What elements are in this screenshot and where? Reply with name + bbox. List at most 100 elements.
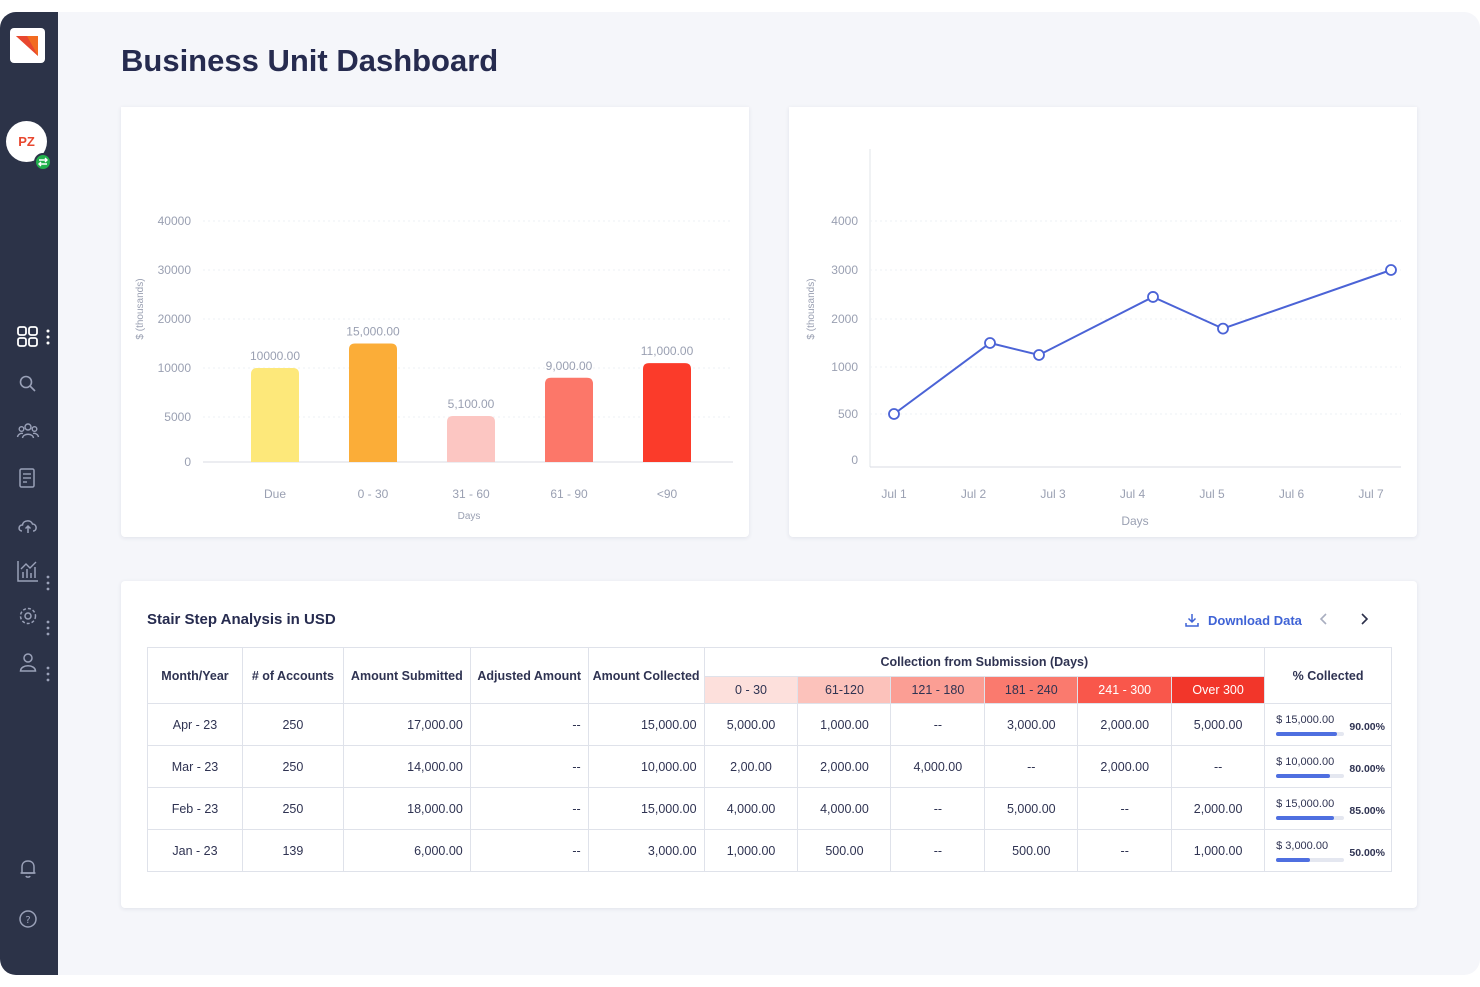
percent-progress-fill [1276, 815, 1334, 820]
dashboard-icon[interactable] [15, 324, 41, 350]
cell-bucket: 3,000.00 [984, 703, 1079, 746]
table-title: Stair Step Analysis in USD [147, 611, 336, 628]
cell-bucket: -- [1171, 745, 1266, 788]
table-row: Jan - 23 139 6,000.00 -- 3,000.00 1,000.00 500… [147, 829, 1392, 872]
analytics-icon[interactable] [15, 558, 41, 584]
cell-accounts: 139 [241, 829, 344, 872]
cell-bucket: 5,000.00 [984, 787, 1079, 830]
cell-bucket: -- [984, 745, 1079, 788]
cell-month: Jan - 23 [147, 829, 243, 872]
y-tick-label: 40000 [158, 214, 192, 228]
bar [545, 377, 593, 462]
y-tick-label: 5000 [164, 410, 191, 424]
y-tick-label: 30000 [158, 263, 192, 277]
percent-progress-bar [1276, 731, 1345, 736]
percent-amount: $ 3,000.00 [1276, 839, 1329, 852]
download-icon [1185, 614, 1199, 627]
dashboard-menu-icon[interactable] [45, 327, 51, 347]
search-icon[interactable] [15, 371, 41, 397]
x-axis-label: Days [1121, 514, 1148, 528]
bucket-header: 241 - 300 [1077, 676, 1173, 704]
bell-icon[interactable] [15, 855, 41, 881]
percent-amount: $ 15,000.00 [1276, 797, 1335, 810]
cell-percent: $ 15,000.00 90.00% [1264, 703, 1392, 746]
table-row: Mar - 23 250 14,000.00 -- 10,000.00 2,00.00 2,… [147, 745, 1392, 788]
switch-account-icon[interactable] [34, 153, 52, 171]
next-page-icon[interactable] [1354, 609, 1374, 629]
cell-bucket: -- [890, 703, 986, 746]
x-tick-label: Jul 1 [881, 487, 907, 501]
cell-bucket: 5,000.00 [1171, 703, 1266, 746]
series-line [893, 269, 1392, 415]
users-icon[interactable] [15, 418, 41, 444]
app-window: PZ [0, 12, 1480, 975]
cell-collected: 15,000.00 [587, 703, 705, 746]
col-collected: Amount Collected [587, 647, 705, 704]
x-tick-label: 0 - 30 [358, 487, 389, 501]
cloud-upload-icon[interactable] [15, 512, 41, 538]
bar [349, 343, 397, 462]
settings-icon[interactable] [15, 603, 41, 629]
cell-bucket: 1,000.00 [797, 703, 892, 746]
percent-progress-fill [1276, 857, 1311, 862]
data-point [1217, 322, 1229, 335]
cell-adjusted: -- [469, 745, 589, 788]
cell-collected: 10,000.00 [587, 745, 705, 788]
report-icon[interactable] [15, 465, 41, 491]
percent-amount: $ 10,000.00 [1276, 755, 1335, 768]
x-axis-label: Days [458, 511, 481, 522]
daily-line-chart-card: 0 500 1000 2000 3000 4000 $ (thousands) Jul 1 Ju… [789, 107, 1417, 537]
cell-adjusted: -- [469, 829, 589, 872]
aging-bar-chart: 0 5000 10000 20000 30000 40000 $ (thousands) 10… [135, 214, 733, 522]
cell-bucket: 4,000.00 [797, 787, 892, 830]
table-row: Feb - 23 250 18,000.00 -- 15,000.00 4,000.00 4… [147, 787, 1392, 830]
cell-bucket: 2,00.00 [703, 745, 799, 788]
data-point [1033, 349, 1045, 361]
percent-progress-bar [1276, 773, 1345, 778]
cell-bucket: -- [890, 829, 986, 872]
user-menu-icon[interactable] [45, 664, 51, 684]
cell-bucket: -- [1077, 829, 1173, 872]
x-tick-label: <90 [657, 487, 678, 501]
cell-month: Apr - 23 [147, 703, 243, 746]
settings-menu-icon[interactable] [45, 618, 51, 638]
bar-data-label: 5,100.00 [448, 397, 495, 411]
cell-percent: $ 3,000.00 50.00% [1264, 829, 1392, 872]
bucket-header: 0 - 30 [703, 676, 799, 704]
cell-bucket: 4,000.00 [703, 787, 799, 830]
cell-bucket: 4,000.00 [890, 745, 986, 788]
logo[interactable] [10, 28, 45, 63]
y-tick-label: 3000 [831, 263, 858, 277]
percent-value: 90.00% [1349, 720, 1385, 733]
x-tick-label: Jul 6 [1279, 487, 1305, 501]
cell-bucket: 1,000.00 [703, 829, 799, 872]
prev-page-icon[interactable] [1314, 609, 1334, 629]
x-tick-label: Due [264, 487, 286, 501]
download-data-label: Download Data [1208, 612, 1302, 628]
col-month: Month/Year [147, 647, 243, 704]
cell-month: Mar - 23 [147, 745, 243, 788]
y-tick-label: 1000 [831, 360, 858, 374]
cell-submitted: 6,000.00 [342, 829, 471, 872]
col-adjusted: Adjusted Amount [469, 647, 589, 704]
col-group-collection: Collection from Submission (Days) [703, 646, 1266, 678]
stair-step-card: Stair Step Analysis in USD Download Data… [121, 581, 1417, 908]
cell-bucket: 2,000.00 [1077, 745, 1173, 788]
stair-step-table: Month/Year # of Accounts Amount Submitte… [147, 646, 1392, 872]
cell-bucket: 500.00 [797, 829, 892, 872]
cell-bucket: 2,000.00 [797, 745, 892, 788]
user-icon[interactable] [15, 649, 41, 675]
help-icon[interactable]: ? [15, 906, 41, 932]
percent-amount: $ 15,000.00 [1276, 713, 1335, 726]
percent-progress-bar [1276, 815, 1345, 820]
cell-bucket: 1,000.00 [1171, 829, 1266, 872]
bucket-header: 181 - 240 [984, 676, 1079, 704]
data-point [1147, 291, 1159, 303]
data-point [888, 408, 900, 420]
download-data-button[interactable]: Download Data [1184, 610, 1302, 630]
data-point [984, 337, 996, 349]
bucket-header: Over 300 [1171, 676, 1266, 704]
page-title: Business Unit Dashboard [121, 43, 499, 78]
cell-collected: 3,000.00 [587, 829, 705, 872]
analytics-menu-icon[interactable] [45, 573, 51, 593]
